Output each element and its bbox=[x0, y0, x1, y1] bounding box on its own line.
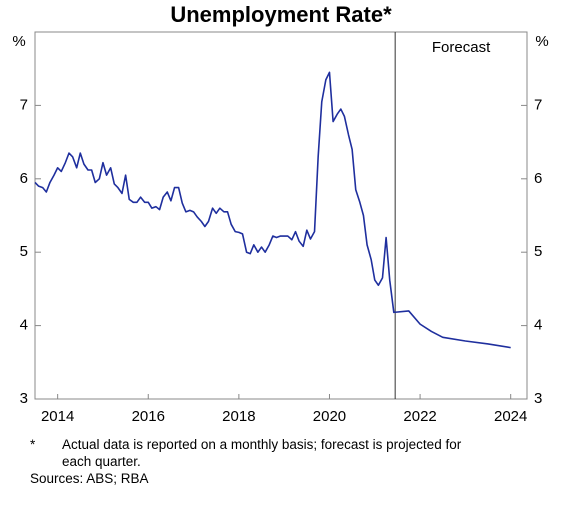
x-tick-label: 2022 bbox=[403, 408, 436, 425]
y2-tick-label: 6 bbox=[534, 170, 542, 187]
footnote: * Actual data is reported on a monthly b… bbox=[30, 436, 550, 470]
y-tick-label: 4 bbox=[20, 317, 28, 334]
footnote-text: Actual data is reported on a monthly bas… bbox=[62, 437, 462, 469]
y-tick-label: 6 bbox=[20, 170, 28, 187]
plot-frame bbox=[34, 31, 528, 400]
x-tick-label: 2020 bbox=[313, 408, 346, 425]
sources: Sources: ABS; RBA bbox=[30, 471, 149, 486]
y-axis-label: % bbox=[12, 33, 25, 50]
y2-axis-label: % bbox=[535, 33, 548, 50]
x-tick-label: 2024 bbox=[494, 408, 527, 425]
footnote-marker: * bbox=[30, 437, 36, 452]
x-tick-label: 2016 bbox=[132, 408, 165, 425]
y2-tick-label: 5 bbox=[534, 243, 542, 260]
x-tick-label: 2014 bbox=[41, 408, 74, 425]
chart: Unemployment Rate* % % 3 3 4 4 5 5 6 6 7 7 2014 201… bbox=[12, 2, 548, 425]
y-tick-label: 5 bbox=[20, 243, 28, 260]
forecast-label: Forecast bbox=[432, 39, 491, 56]
y2-tick-label: 7 bbox=[534, 96, 542, 113]
notes: * Actual data is reported on a monthly b… bbox=[30, 436, 550, 487]
x-tick-label: 2018 bbox=[222, 408, 255, 425]
chart-title: Unemployment Rate* bbox=[170, 2, 392, 27]
y-tick-label: 7 bbox=[20, 96, 28, 113]
y2-tick-label: 3 bbox=[534, 390, 542, 407]
y2-tick-label: 4 bbox=[534, 317, 542, 334]
unemployment-line bbox=[34, 71, 511, 349]
y-tick-label: 3 bbox=[20, 390, 28, 407]
